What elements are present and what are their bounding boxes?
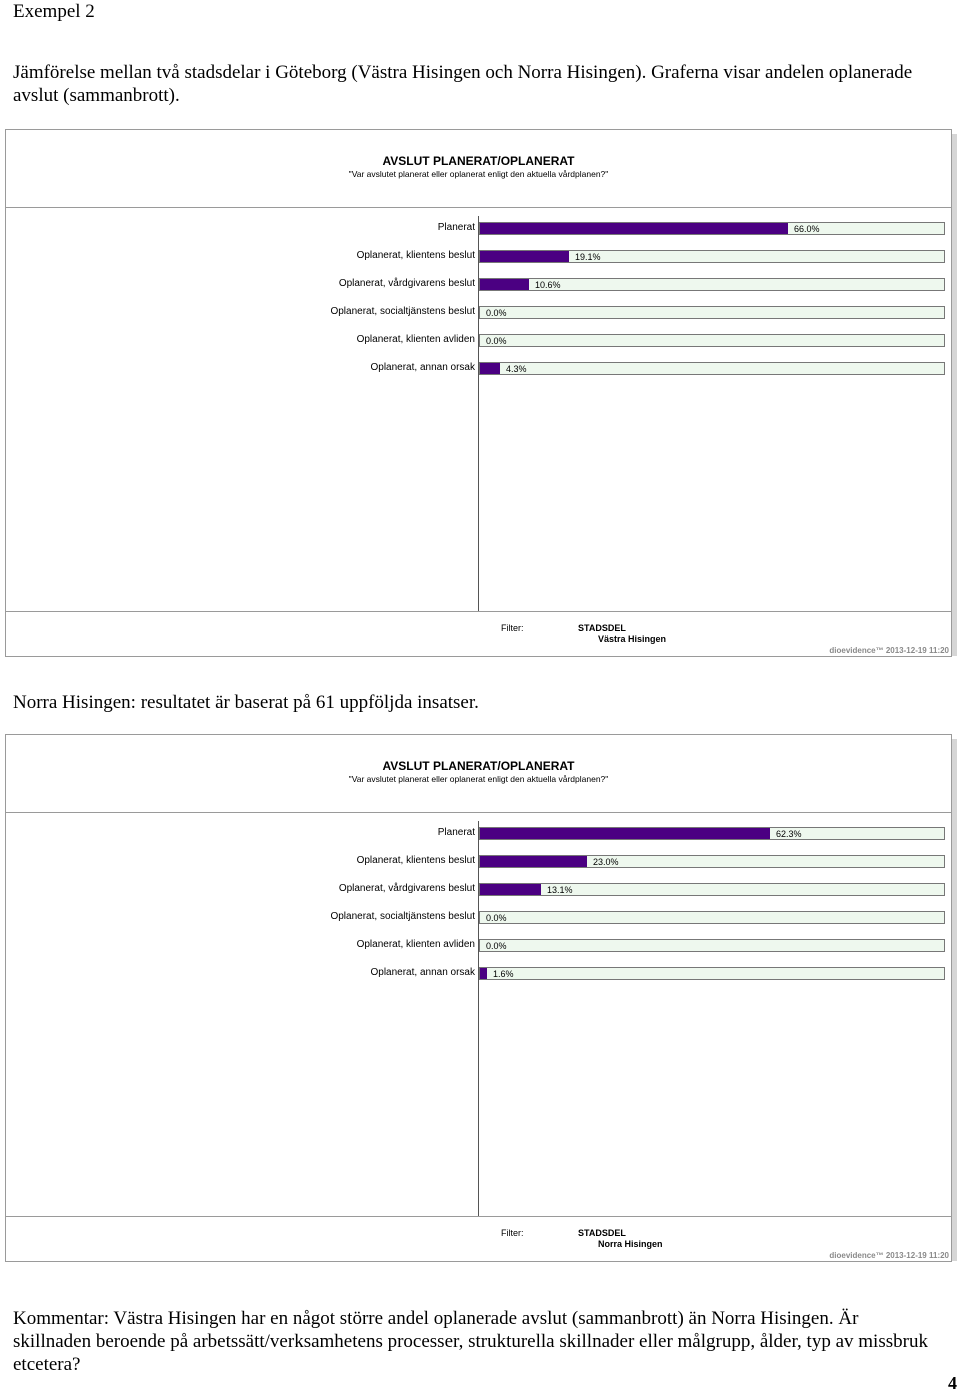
bar-value-label: 0.0% xyxy=(486,913,507,923)
bar-value-label: 10.6% xyxy=(535,280,561,290)
bar-value-label: 1.6% xyxy=(493,969,514,979)
bar-category-label: Oplanerat, socialtjänstens beslut xyxy=(330,306,475,317)
bar-category-label: Planerat xyxy=(437,222,475,233)
bar xyxy=(480,279,529,290)
filter-key: STADSDEL xyxy=(578,623,626,633)
chart-footer: Filter: STADSDEL Norra Hisingen dioevide… xyxy=(6,1216,951,1261)
filter-value: Västra Hisingen xyxy=(598,634,667,644)
chart-title: AVSLUT PLANERAT/OPLANERAT xyxy=(382,154,575,168)
bar-value-label: 0.0% xyxy=(486,941,507,951)
bar-track: 4.3% xyxy=(479,362,945,375)
bar xyxy=(480,968,487,979)
chart-panel-norra-hisingen: AVSLUT PLANERAT/OPLANERAT "Var avslutet … xyxy=(5,734,957,1262)
bar-category-label: Planerat xyxy=(437,827,475,838)
chart-footer: Filter: STADSDEL Västra Hisingen dioevid… xyxy=(6,611,951,656)
bar-category-label: Oplanerat, vårdgivarens beslut xyxy=(338,278,475,289)
bar-value-label: 66.0% xyxy=(794,224,820,234)
bar-category-label: Oplanerat, annan orsak xyxy=(370,967,475,978)
filter-label: Filter: xyxy=(501,1228,524,1238)
chart-subtitle: "Var avslutet planerat eller oplanerat e… xyxy=(348,774,609,784)
chart2-caption: Norra Hisingen: resultatet är baserat på… xyxy=(13,692,479,713)
chart-subtitle: "Var avslutet planerat eller oplanerat e… xyxy=(348,169,609,179)
bar-track: 0.0% xyxy=(479,306,945,319)
bar-category-label: Oplanerat, klienten avliden xyxy=(356,939,475,950)
chart-header: AVSLUT PLANERAT/OPLANERAT "Var avslutet … xyxy=(6,735,951,813)
bar xyxy=(480,828,770,839)
bar xyxy=(480,251,569,262)
chart-title: AVSLUT PLANERAT/OPLANERAT xyxy=(382,759,575,773)
bar-category-label: Oplanerat, vårdgivarens beslut xyxy=(338,883,475,894)
page-number: 4 xyxy=(948,1373,957,1393)
brand-stamp: dioevidence™ 2013-12-19 11:20 xyxy=(829,1251,949,1260)
bar xyxy=(480,363,500,374)
bar-value-label: 23.0% xyxy=(593,857,619,867)
chart-panel-vastra-hisingen: AVSLUT PLANERAT/OPLANERAT "Var avslutet … xyxy=(5,129,957,657)
bar-track: 23.0% xyxy=(479,855,945,868)
heading: Exempel 2 xyxy=(13,1,95,22)
bar-category-label: Oplanerat, annan orsak xyxy=(370,362,475,373)
bar-track: 19.1% xyxy=(479,250,945,263)
filter-key: STADSDEL xyxy=(578,1228,626,1238)
bar xyxy=(480,856,587,867)
intro-paragraph: Jämförelse mellan två stadsdelar i Göteb… xyxy=(13,62,913,106)
bar-category-label: Oplanerat, klientens beslut xyxy=(356,250,475,261)
bar-track: 13.1% xyxy=(479,883,945,896)
bar-track: 10.6% xyxy=(479,278,945,291)
comment-paragraph: Kommentar: Västra Hisingen har en något … xyxy=(13,1308,928,1375)
bar-track: 1.6% xyxy=(479,967,945,980)
bar-category-label: Oplanerat, klienten avliden xyxy=(356,334,475,345)
bar-value-label: 62.3% xyxy=(776,829,802,839)
bar-track: 0.0% xyxy=(479,939,945,952)
bar xyxy=(480,884,541,895)
bar-track: 62.3% xyxy=(479,827,945,840)
bar-value-label: 4.3% xyxy=(506,364,527,374)
chart-header: AVSLUT PLANERAT/OPLANERAT "Var avslutet … xyxy=(6,130,951,208)
brand-stamp: dioevidence™ 2013-12-19 11:20 xyxy=(829,646,949,655)
filter-value: Norra Hisingen xyxy=(598,1239,663,1249)
bar-category-label: Oplanerat, klientens beslut xyxy=(356,855,475,866)
bar-track: 0.0% xyxy=(479,911,945,924)
bar-value-label: 0.0% xyxy=(486,308,507,318)
bar xyxy=(480,223,788,234)
chart-axis xyxy=(478,821,479,1217)
chart-axis xyxy=(478,216,479,612)
bar-value-label: 13.1% xyxy=(547,885,573,895)
filter-label: Filter: xyxy=(501,623,524,633)
bar-value-label: 19.1% xyxy=(575,252,601,262)
bar-track: 66.0% xyxy=(479,222,945,235)
bar-value-label: 0.0% xyxy=(486,336,507,346)
bar-category-label: Oplanerat, socialtjänstens beslut xyxy=(330,911,475,922)
bar-track: 0.0% xyxy=(479,334,945,347)
